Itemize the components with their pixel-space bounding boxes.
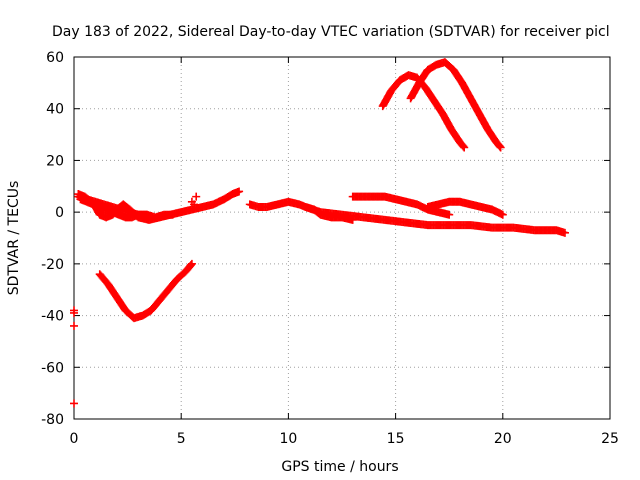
x-tick-label: 20 [494,431,512,447]
x-tick-label: 10 [279,431,297,447]
series-scattered [70,192,201,408]
series-track-h [423,197,507,219]
data-point [70,321,78,330]
data-point [187,260,196,269]
data-point [459,142,468,151]
series-track-d [95,259,196,323]
series-track-f [301,202,569,237]
x-tick-label: 15 [387,431,405,447]
y-tick-label: -40 [41,309,64,325]
series-track-j [406,58,505,152]
data-point [460,143,469,152]
data-point [168,210,177,219]
series-track-g [348,192,454,219]
series-track-c [74,192,151,219]
data-point [495,142,504,151]
data-point [496,143,505,152]
data-point [70,308,78,317]
data-point [498,210,507,219]
axes: 0 5 10 15 20 25 -80 -60 -40 -20 0 20 40 60 [41,50,619,447]
plot-frame [73,56,611,420]
data-point [235,187,244,196]
y-axis-label: SDTVAR / TECUs [6,181,22,296]
x-axis-label: GPS time / hours [281,459,398,475]
data-point [190,200,199,209]
data-point [187,259,196,268]
x-tick-label: 5 [177,431,186,447]
data-marks [70,58,569,408]
data-point [445,210,454,219]
y-tick-label: -20 [41,257,64,273]
y-tick-label: 60 [46,50,64,66]
y-tick-label: -60 [41,360,64,376]
y-tick-label: 40 [46,102,64,118]
y-tick-label: -80 [41,412,64,428]
y-tick-label: 20 [46,153,64,169]
x-tick-label: 0 [70,431,79,447]
y-tick-label: 0 [55,205,64,221]
grid [74,57,610,419]
x-tick-label: 25 [601,431,619,447]
series-track-i [378,71,469,152]
data-point [560,228,569,237]
data-point [70,399,78,408]
data-point [192,192,201,201]
data-point [142,210,151,219]
chart-title: Day 183 of 2022, Sidereal Day-to-day VTE… [52,24,610,40]
